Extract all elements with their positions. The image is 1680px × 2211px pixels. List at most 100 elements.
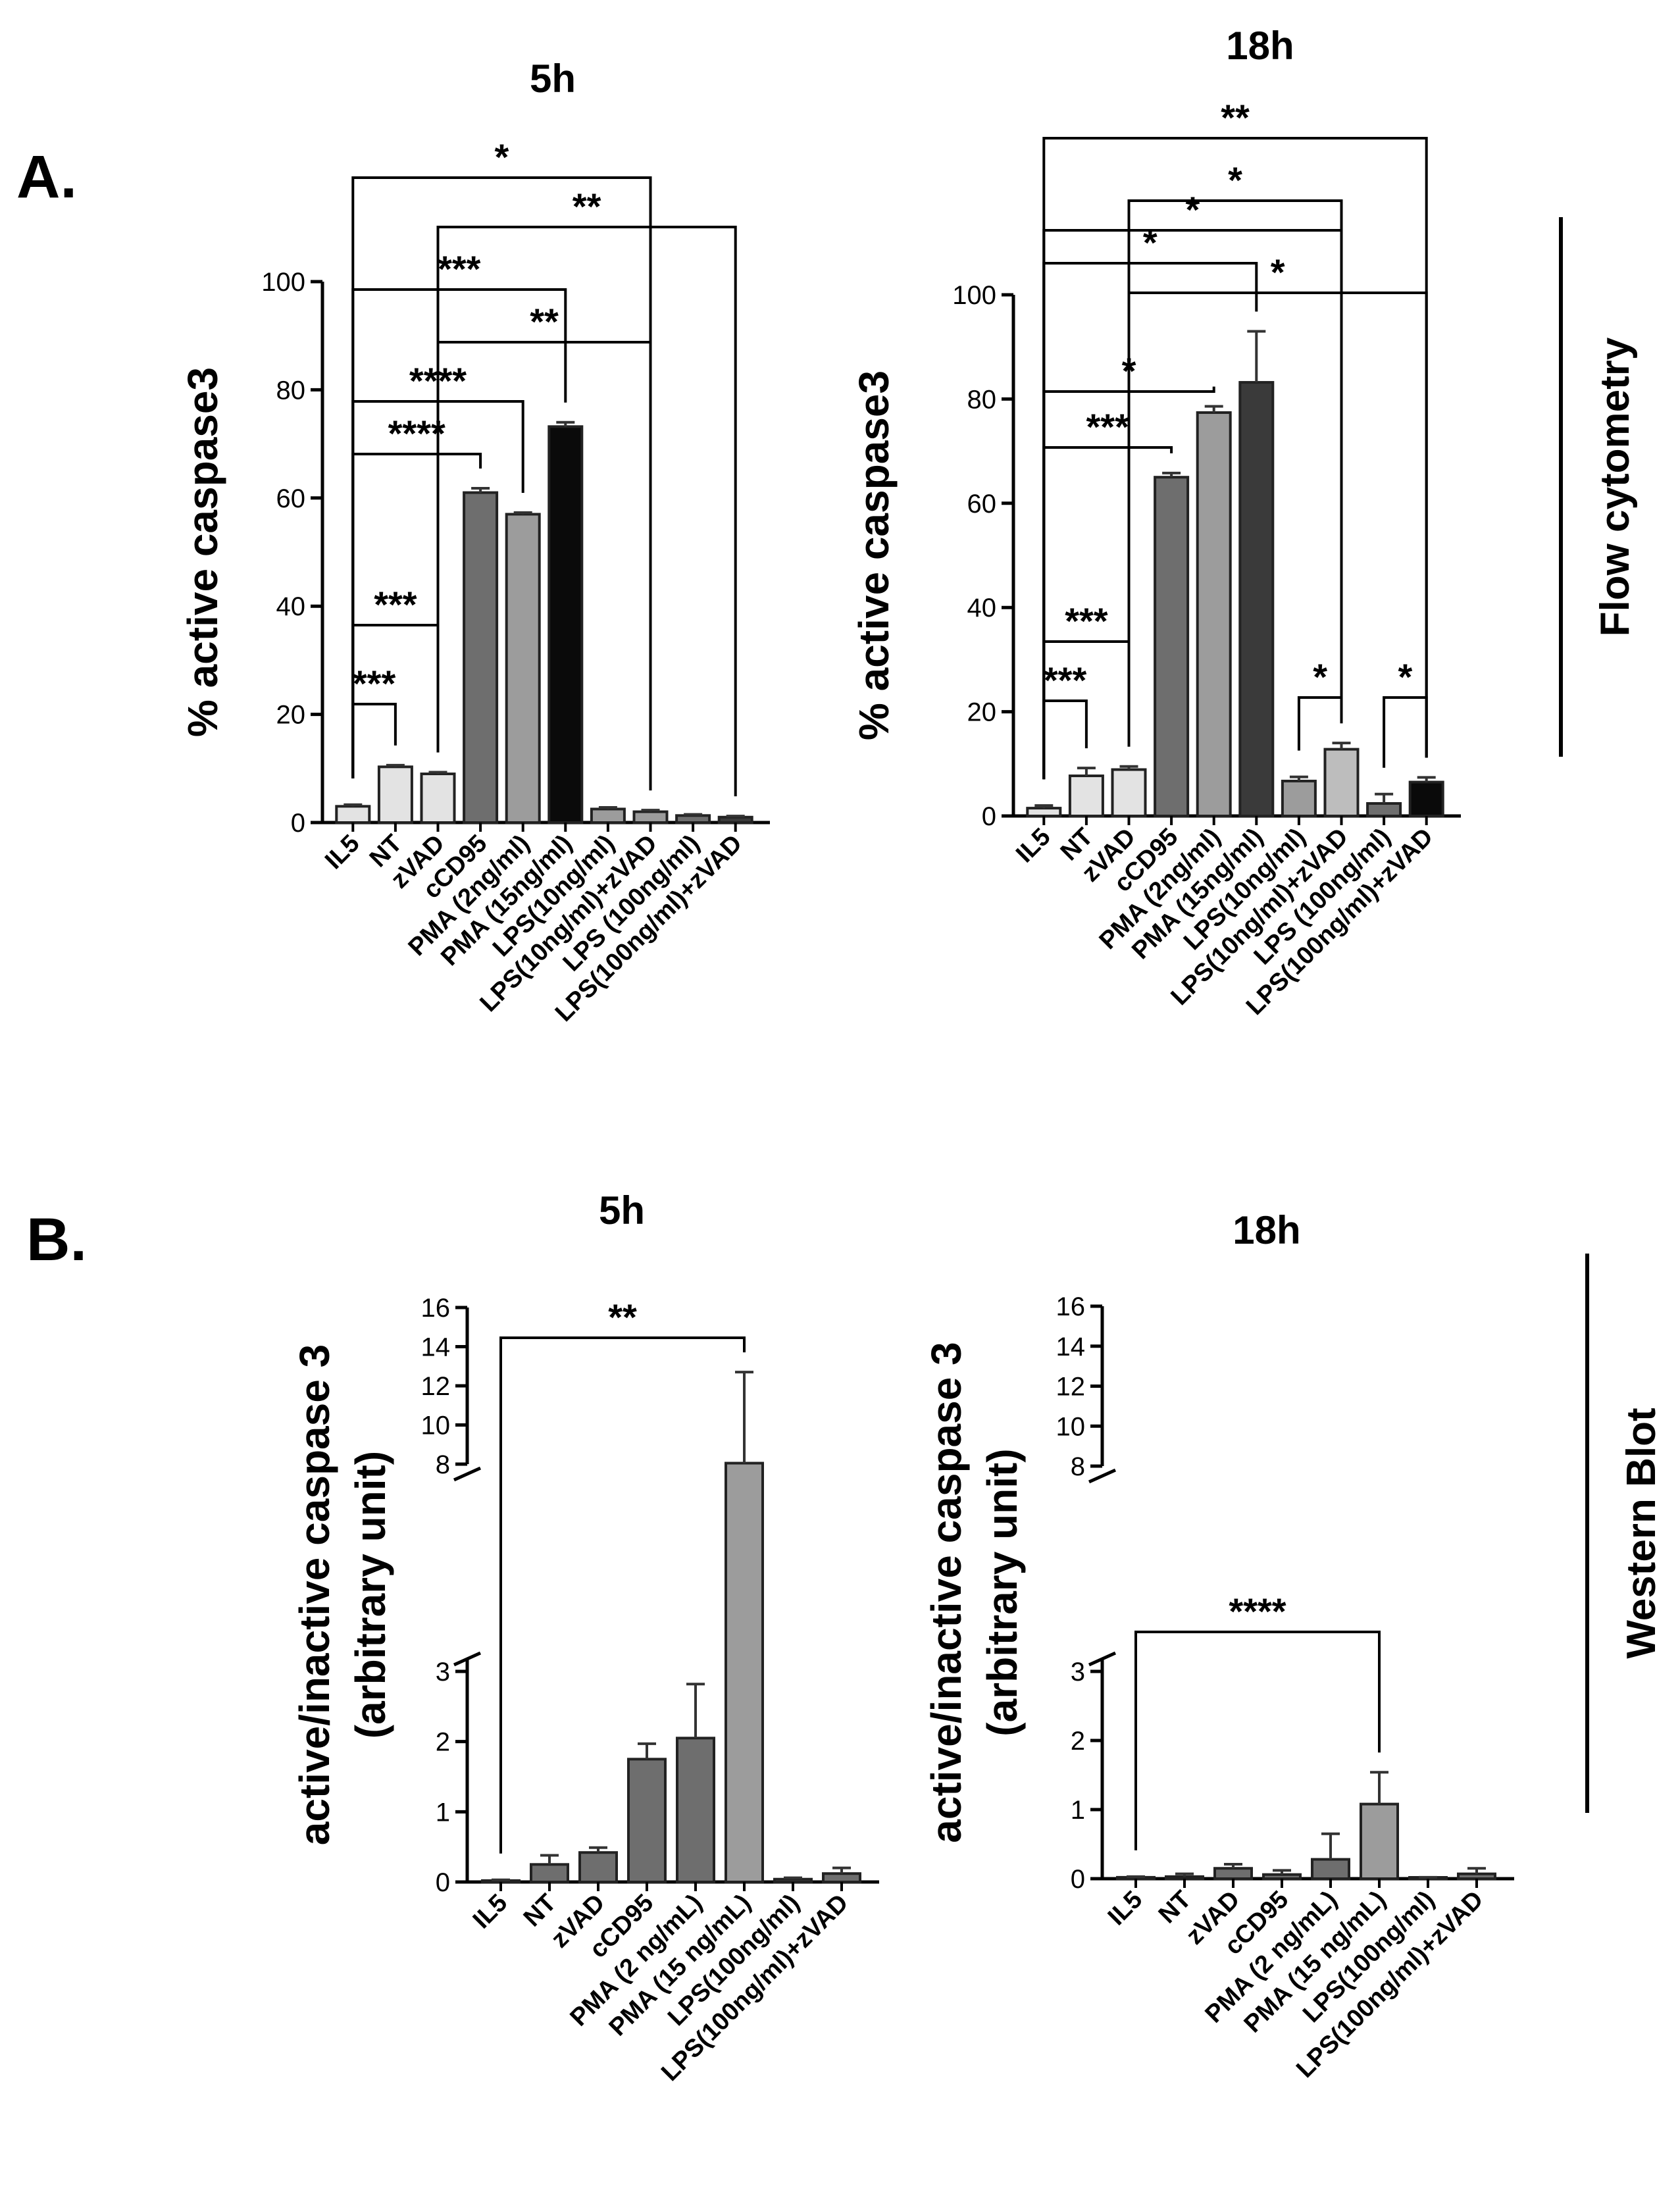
chart-title: 5h xyxy=(530,57,576,101)
y-tick-label: 2 xyxy=(436,1728,450,1757)
axis-break-mark-upper xyxy=(1088,1468,1117,1484)
y-tick-label: 100 xyxy=(261,268,305,297)
significance-label: *** xyxy=(438,248,481,290)
bar-8 xyxy=(1323,748,1360,818)
bar-7 xyxy=(1281,779,1317,818)
western-blot-label: Western Blot xyxy=(1619,1408,1664,1658)
significance-bracket xyxy=(1042,699,1088,780)
significance-label: * xyxy=(1313,656,1327,698)
y-tick-label: 40 xyxy=(967,594,997,623)
bar-4 xyxy=(463,491,499,825)
bar-8 xyxy=(632,810,669,825)
y-tick-label: 1 xyxy=(436,1798,450,1827)
y-tick-label: 20 xyxy=(967,698,997,727)
significance-label: * xyxy=(1143,222,1158,263)
chart-title: 18h xyxy=(1233,1208,1300,1252)
bar-3 xyxy=(420,773,456,825)
bar-4 xyxy=(627,1758,667,1883)
flow-cytometry-label: Flow cytometry xyxy=(1592,337,1638,636)
y-tick-label: 60 xyxy=(967,490,997,519)
chart-panel-b-18h: 18h active/inactive caspase 3 (arbitrary u… xyxy=(923,1208,1514,2083)
bar-6 xyxy=(1238,381,1275,817)
y-tick-label: 1 xyxy=(1071,1796,1085,1825)
y-tick-label: 20 xyxy=(276,701,306,730)
bar-10 xyxy=(1408,780,1444,818)
y-tick-label: 12 xyxy=(421,1372,451,1401)
significance-label: * xyxy=(1186,189,1200,230)
y-tick-label: 16 xyxy=(1056,1292,1086,1321)
chart-title: 5h xyxy=(599,1188,645,1233)
significance-label: *** xyxy=(1065,600,1108,642)
y-tick-label: 3 xyxy=(436,1658,450,1687)
y-tick-label: 10 xyxy=(1056,1412,1086,1441)
significance-label: * xyxy=(495,136,509,178)
y-tick-label: 0 xyxy=(1071,1865,1085,1894)
bar-1 xyxy=(335,805,371,824)
y-tick-label: 0 xyxy=(436,1868,450,1897)
y-tick-label: 14 xyxy=(1056,1333,1086,1361)
bar-4 xyxy=(1262,1873,1302,1880)
y-tick-label: 2 xyxy=(1071,1727,1085,1756)
significance-bracket xyxy=(351,453,482,778)
x-tick-label: IL5 xyxy=(1011,823,1056,869)
y-tick-label: 10 xyxy=(421,1411,451,1440)
y-tick-label: 8 xyxy=(1071,1452,1085,1481)
significance-label: * xyxy=(1122,350,1136,392)
significance-label: ** xyxy=(573,186,601,227)
bar-8 xyxy=(822,1872,861,1883)
x-tick-label: IL5 xyxy=(468,1889,513,1935)
significance-bracket xyxy=(436,341,652,791)
y-tick-label: 100 xyxy=(952,281,996,310)
bar-10 xyxy=(717,815,753,825)
bar-5 xyxy=(1196,411,1232,817)
significance-bracket xyxy=(1042,137,1428,780)
significance-bracket xyxy=(1134,1631,1381,1850)
significance-bracket xyxy=(351,624,440,778)
chart-panel-b-5h: 5h active/inactive caspase 3 (arbitrary un… xyxy=(291,1188,879,2087)
significance-label: * xyxy=(1228,159,1242,201)
bar-9 xyxy=(675,814,711,824)
significance-label: ** xyxy=(608,1296,637,1338)
significance-bracket xyxy=(1042,446,1173,780)
bar-3 xyxy=(578,1851,618,1883)
y-tick-label: 60 xyxy=(276,484,306,513)
bar-6 xyxy=(725,1461,764,1883)
significance-label: * xyxy=(1271,251,1285,293)
x-tick-label: IL5 xyxy=(1103,1886,1148,1931)
bar-2 xyxy=(1165,1875,1204,1881)
significance-bracket xyxy=(1042,229,1343,780)
y-axis-label-units: (arbitrary unit) xyxy=(347,1451,394,1739)
significance-label: ** xyxy=(530,301,559,342)
significance-label: ** xyxy=(1221,97,1250,138)
significance-bracket xyxy=(351,176,652,791)
panel-b-letter: B. xyxy=(26,1206,87,1273)
bar-6 xyxy=(1360,1802,1399,1881)
bar-5 xyxy=(505,513,541,825)
significance-bracket xyxy=(1297,696,1343,751)
y-axis-label-units: (arbitrary unit) xyxy=(979,1448,1026,1736)
significance-bracket xyxy=(499,1336,746,1854)
y-axis-label: active/inactive caspase 3 xyxy=(923,1342,970,1842)
bar-5 xyxy=(676,1737,715,1883)
bar-9 xyxy=(1366,801,1402,817)
y-tick-label: 16 xyxy=(421,1294,451,1323)
y-axis-label: % active caspase3 xyxy=(850,370,898,740)
bar-7 xyxy=(773,1877,813,1884)
significance-label: *** xyxy=(374,584,417,625)
bar-1 xyxy=(1026,807,1062,817)
y-tick-label: 0 xyxy=(291,809,305,838)
y-tick-label: 80 xyxy=(967,385,997,414)
chart-title: 18h xyxy=(1226,24,1294,68)
y-tick-label: 3 xyxy=(1071,1658,1085,1687)
bar-8 xyxy=(1457,1872,1496,1880)
bar-3 xyxy=(1213,1867,1253,1880)
axis-break-mark-lower xyxy=(453,1651,482,1667)
bar-3 xyxy=(1111,768,1147,817)
significance-label: * xyxy=(1398,656,1413,698)
y-tick-label: 12 xyxy=(1056,1373,1086,1402)
significance-bracket xyxy=(1127,292,1428,758)
y-tick-label: 8 xyxy=(436,1450,450,1479)
